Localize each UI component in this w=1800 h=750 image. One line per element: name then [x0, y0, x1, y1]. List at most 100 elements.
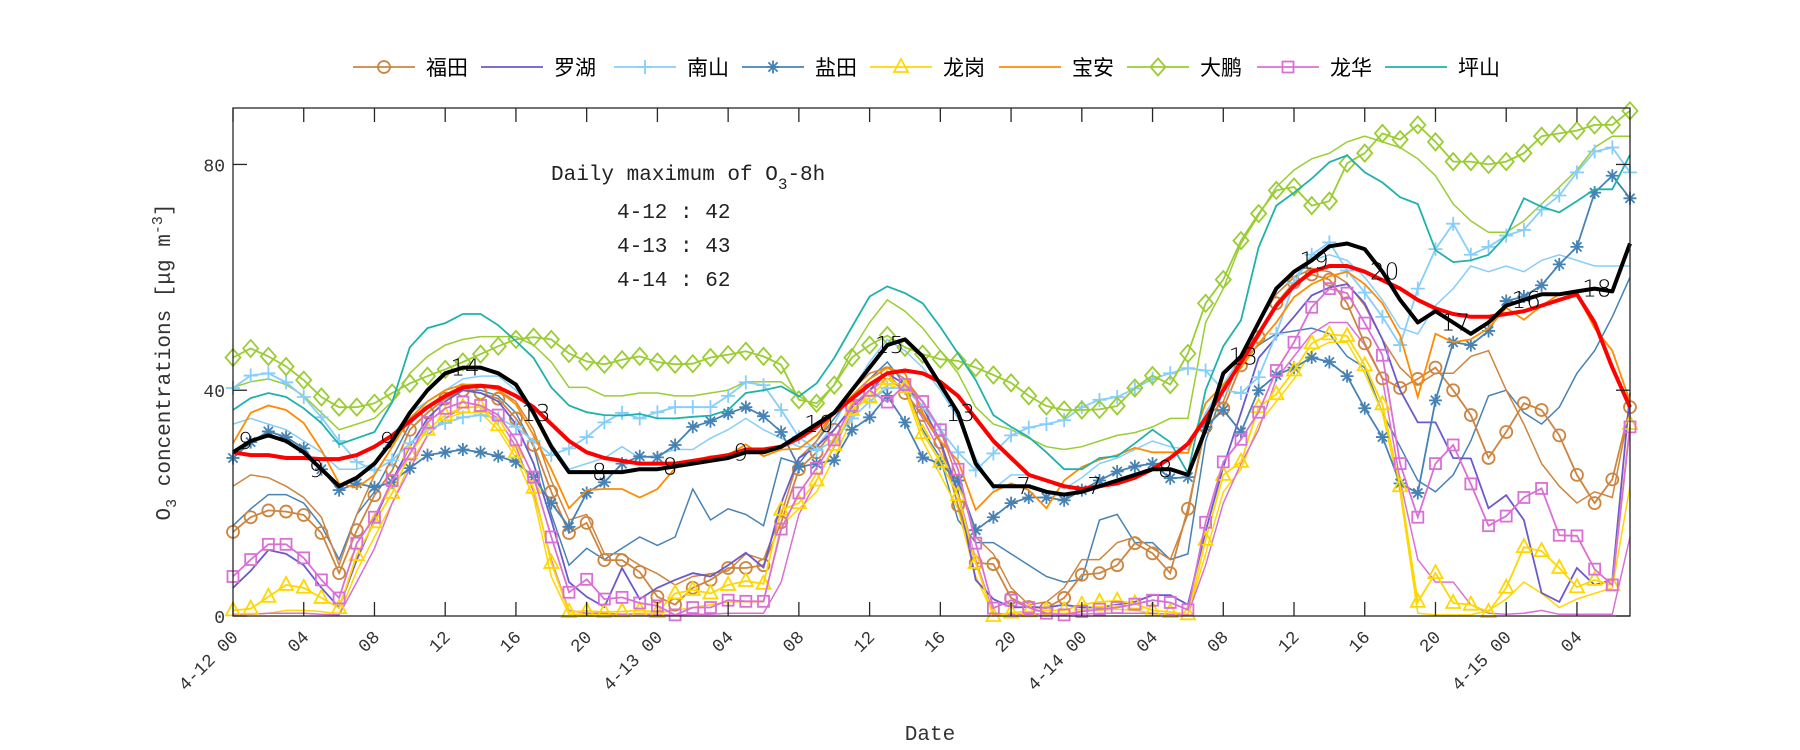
data-point [615, 590, 629, 604]
annotation-title-sub: 3 [778, 176, 788, 194]
series-6 [224, 100, 1639, 420]
data-point [296, 508, 311, 522]
data-point [1568, 120, 1586, 141]
data-point [312, 588, 330, 604]
data-point [1303, 333, 1321, 350]
data-point [1092, 474, 1106, 488]
series-line [232, 283, 1631, 610]
data-point [739, 400, 753, 414]
annotation-title-post: -8h [787, 164, 825, 187]
data-point [1552, 528, 1566, 542]
data-point [986, 510, 1000, 524]
data-point [1585, 115, 1604, 135]
point-label: 14 [451, 356, 480, 382]
daily-max-annotation: Daily maximum of O3-8h 4-12 : 42 4-13 : … [551, 164, 825, 293]
data-point [984, 365, 1003, 385]
data-point [1356, 355, 1374, 372]
data-point [1550, 123, 1568, 144]
data-point [1393, 338, 1408, 353]
data-point [560, 602, 578, 618]
data-point [1126, 593, 1144, 610]
data-point [507, 442, 525, 459]
series-8 [232, 154, 1631, 476]
data-point [615, 457, 629, 471]
data-point [330, 598, 348, 614]
data-point [967, 553, 985, 569]
legend-item: 罗湖 [481, 56, 596, 80]
x-tick-label: 08 [1204, 628, 1233, 657]
data-point [1004, 496, 1018, 510]
data-point [1179, 604, 1197, 621]
legend-item: 坪山 [1385, 56, 1500, 80]
data-point [438, 415, 453, 430]
data-point [1090, 591, 1108, 608]
series-line [232, 154, 1631, 476]
x-tick-label: 12 [850, 628, 879, 657]
data-point [1232, 452, 1250, 468]
data-point [1464, 477, 1478, 491]
data-point [577, 351, 596, 372]
data-point [615, 553, 629, 568]
legend-marker [638, 60, 652, 74]
data-point [421, 448, 435, 462]
data-point [650, 405, 665, 420]
x-tick-label: 08 [355, 628, 384, 657]
annotation-row: 4-14 : 62 [617, 270, 730, 293]
data-point [1482, 324, 1496, 338]
legend-label: 罗湖 [554, 56, 596, 80]
data-point [279, 430, 293, 444]
data-point [259, 346, 278, 367]
point-label: 8 [1158, 457, 1173, 483]
data-point [1073, 400, 1091, 420]
data-point [863, 410, 877, 424]
data-point [951, 462, 965, 476]
point-label: 9 [380, 429, 395, 455]
legend-label: 龙岗 [943, 56, 985, 80]
data-point [1588, 562, 1602, 576]
data-point [1128, 597, 1142, 611]
y-tick-label: 0 [214, 609, 225, 629]
data-point [1603, 115, 1622, 135]
data-point [1127, 536, 1142, 551]
data-point [1391, 476, 1409, 493]
data-point [454, 352, 472, 372]
data-point [1002, 602, 1020, 619]
data-point [454, 397, 472, 414]
data-point [421, 415, 434, 429]
point-label: 8 [663, 454, 678, 480]
data-point [297, 551, 311, 565]
data-point [243, 368, 258, 383]
data-point [1375, 430, 1389, 444]
data-point [969, 536, 983, 550]
data-point [436, 359, 454, 380]
data-point [757, 594, 770, 608]
legend-item: 大鹏 [1127, 56, 1242, 80]
data-point [1039, 417, 1054, 432]
data-point [633, 596, 647, 610]
data-point [898, 378, 912, 391]
data-point [1517, 290, 1531, 304]
data-point [1108, 590, 1126, 607]
legend-marker [377, 60, 391, 74]
data-point [686, 601, 700, 614]
data-point [986, 446, 1001, 461]
data-point [1199, 515, 1212, 529]
data-point [686, 420, 700, 434]
data-point [1234, 432, 1248, 446]
data-point [1587, 144, 1602, 159]
data-point [790, 389, 808, 410]
data-point [1057, 493, 1071, 507]
data-point [350, 476, 364, 490]
data-point [259, 586, 277, 603]
data-point [1463, 247, 1478, 262]
data-point [703, 400, 718, 415]
data-point [348, 397, 366, 418]
data-point [1375, 309, 1390, 324]
data-point [613, 349, 631, 370]
data-point [1145, 546, 1160, 561]
data-point [986, 557, 1001, 571]
data-point [1163, 596, 1177, 609]
data-point [914, 423, 932, 440]
data-point [261, 366, 276, 381]
data-point [650, 450, 664, 464]
